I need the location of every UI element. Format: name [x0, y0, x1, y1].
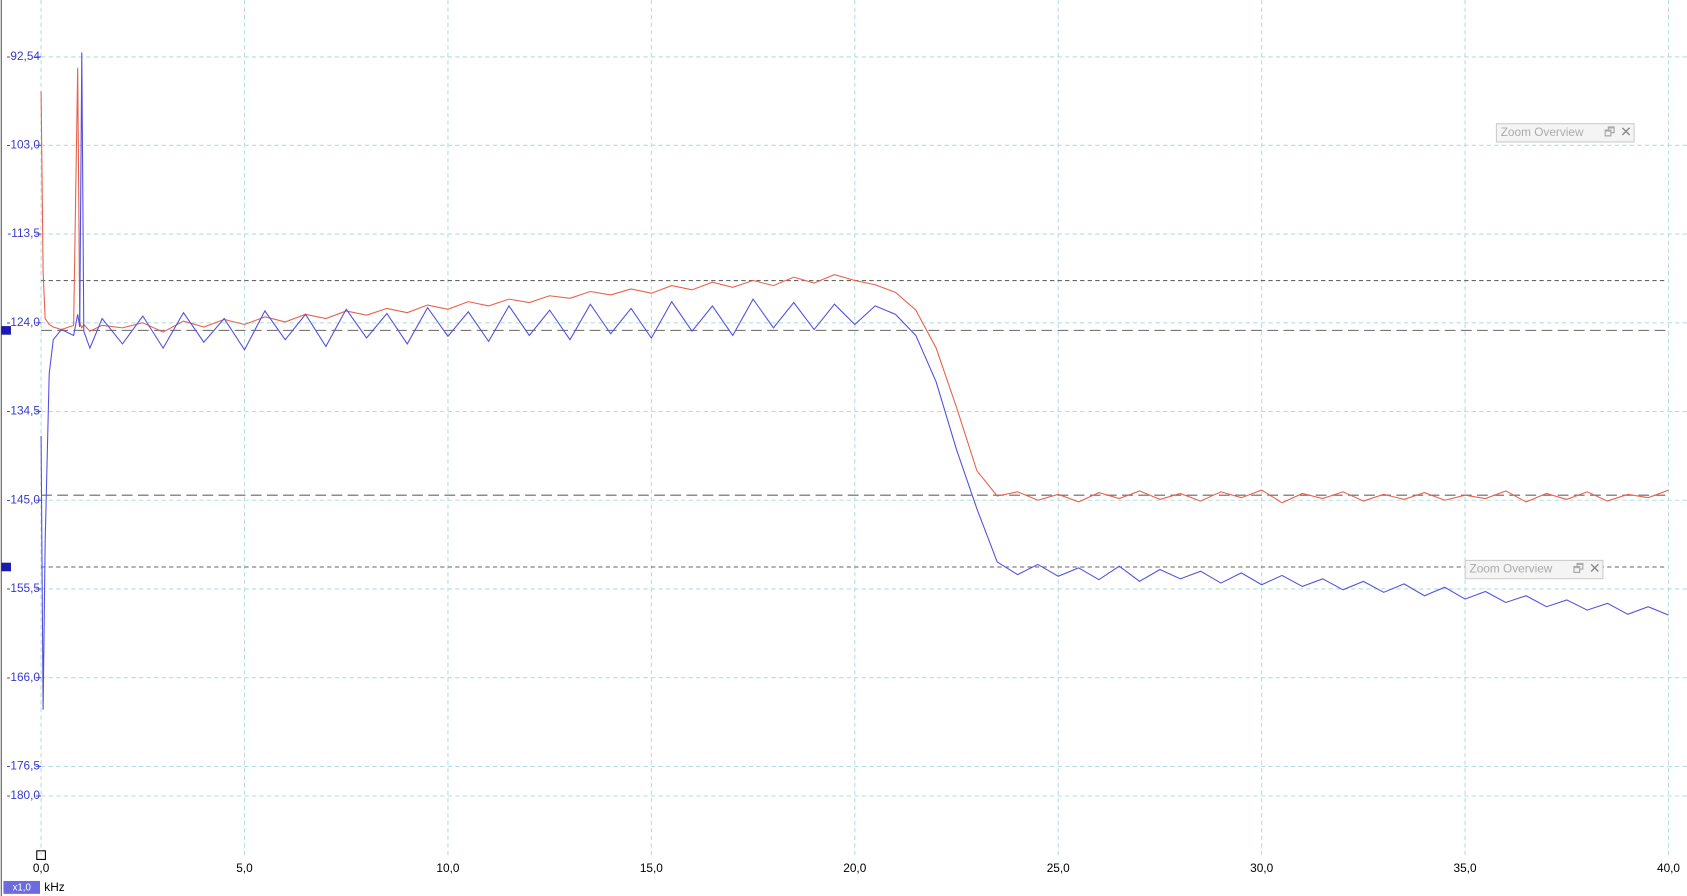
scale-badge-bg [3, 880, 41, 894]
zoom-overview-box[interactable]: Zoom Overview 🗗 ✕ [1495, 123, 1635, 143]
y-tick-label: -134,5 [6, 404, 40, 418]
y-tick-label: -103,0 [6, 137, 40, 151]
restore-icon[interactable]: 🗗 [1604, 125, 1615, 139]
scale-badge: x1,0 [13, 882, 31, 893]
x-tick-label: 40,0 [1657, 861, 1680, 875]
x-tick-label: 25,0 [1047, 861, 1070, 875]
marker-handle [1, 326, 11, 335]
zoom-overview-bg [1495, 123, 1635, 143]
x-tick-label: 5,0 [236, 861, 253, 875]
zoom-overview-box[interactable]: Zoom Overview 🗗 ✕ [1464, 559, 1604, 580]
y-tick-label: -155,5 [6, 581, 40, 595]
close-icon[interactable]: ✕ [1589, 560, 1601, 576]
series-line [40, 67, 1669, 504]
marker-handle [1, 562, 11, 572]
y-tick-label: -113,5 [7, 226, 40, 240]
y-tick-label: -176,5 [6, 759, 40, 773]
x-unit: kHz [44, 880, 64, 894]
x-tick-label: 15,0 [640, 861, 663, 875]
x-tick-label: 35,0 [1454, 861, 1477, 875]
y-tick-label: -92,54 [6, 49, 40, 63]
y-tick-label: -145,0 [6, 492, 40, 506]
close-icon[interactable]: ✕ [1620, 124, 1632, 140]
zoom-overview-bg [1464, 559, 1604, 580]
x-tick-label: 30,0 [1250, 861, 1273, 875]
zoom-overview-label: Zoom Overview [1501, 125, 1584, 139]
x-tick-label: 0,0 [33, 861, 50, 875]
x-tick-label: 20,0 [843, 861, 866, 875]
series-line [40, 52, 1669, 710]
y-tick-label: -124,0 [6, 315, 40, 329]
x-tick-label: 10,0 [436, 861, 459, 875]
restore-icon[interactable]: 🗗 [1573, 562, 1584, 576]
y-tick-label: -180,0 [6, 788, 40, 802]
zoom-overview-label: Zoom Overview [1470, 562, 1553, 576]
y-tick-label: -166,0 [6, 670, 40, 684]
